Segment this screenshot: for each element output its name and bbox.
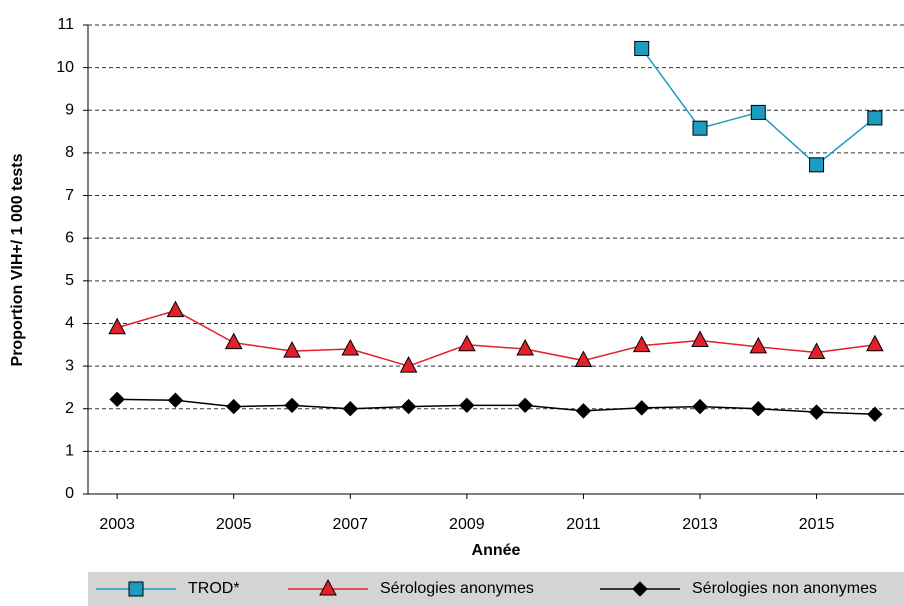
series-line [116,309,875,367]
marker [632,581,648,597]
marker [692,120,708,136]
marker [866,334,884,352]
marker [867,110,883,126]
x-tick-label: 2013 [682,516,718,533]
marker [166,300,185,318]
y-tick-label: 0 [65,485,74,502]
marker [634,40,650,56]
marker [342,401,358,417]
marker [167,392,184,408]
marker [226,398,242,415]
marker [109,391,125,408]
marker [128,581,144,597]
marker [692,398,708,415]
series-line [117,398,875,416]
marker [517,397,533,414]
legend-label: Sérologies anonymes [380,580,534,597]
marker [341,338,360,356]
x-tick-label: 2005 [216,516,252,533]
marker [284,397,300,414]
y-tick-label: 9 [65,101,74,118]
marker [459,397,475,414]
y-tick-label: 11 [57,16,74,33]
marker [574,350,593,368]
x-axis-title: Année [472,542,521,559]
marker [319,578,337,596]
marker [575,403,592,419]
legend-box [88,572,904,606]
marker [516,338,534,356]
legend-label: Sérologies non anonymes [692,580,877,597]
marker [108,317,126,335]
marker [749,336,768,354]
marker [809,157,825,173]
y-axis-title: Proportion VIH+/ 1 000 tests [9,153,26,366]
y-tick-label: 6 [65,229,74,246]
x-tick-label: 2011 [566,516,601,533]
y-tick-label: 1 [65,443,74,460]
x-tick-label: 2007 [332,516,368,533]
marker [399,356,418,373]
y-tick-label: 4 [65,315,74,332]
marker [808,404,825,420]
y-tick-label: 5 [65,272,74,289]
marker [867,406,883,422]
marker [458,334,476,352]
y-tick-label: 3 [65,357,74,374]
y-tick-label: 7 [65,187,74,204]
marker [691,330,709,348]
x-tick-label: 2003 [99,516,135,533]
legend-label: TROD* [188,580,240,597]
y-tick-label: 2 [65,400,74,417]
marker [750,104,766,120]
marker [634,400,650,416]
x-tick-label: 2009 [449,516,485,533]
y-tick-label: 10 [56,59,74,76]
marker [750,401,766,417]
marker [632,335,651,353]
y-tick-label: 8 [65,144,74,161]
marker [283,341,301,358]
marker [400,398,417,415]
marker [807,342,826,359]
marker [224,332,243,350]
x-tick-label: 2015 [799,516,835,533]
